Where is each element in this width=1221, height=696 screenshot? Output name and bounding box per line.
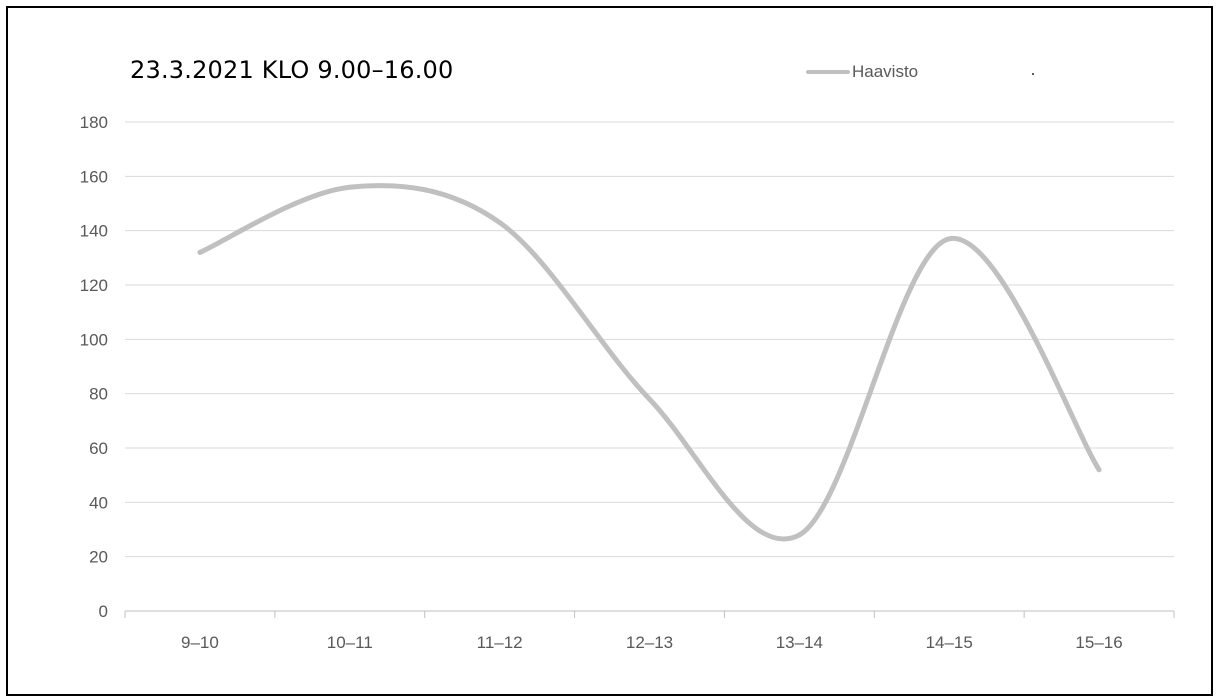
x-tick-label-15–16: 15–16 xyxy=(1075,633,1122,652)
data-point-11–12 xyxy=(497,220,503,226)
y-tick-label-80: 80 xyxy=(89,385,108,404)
data-point-15–16 xyxy=(1096,467,1102,473)
label-layer: 0 20 40 60 80 100 120 140 160 180 9–10 10–11 11–12 12… xyxy=(80,113,1123,652)
legend: Haavisto xyxy=(806,62,918,82)
plot-area: 0 20 40 60 80 100 120 140 160 180 9–10 10–11 11–12 12… xyxy=(80,113,1175,652)
data-point-12–13 xyxy=(647,396,652,402)
y-tick-label-180: 180 xyxy=(80,113,108,132)
y-tick-label-0: 0 xyxy=(99,602,108,621)
data-point-10–11 xyxy=(347,184,353,190)
legend-dot-mark xyxy=(1032,73,1034,75)
data-point-14–15 xyxy=(946,236,952,242)
x-tick-label-9–10: 9–10 xyxy=(181,633,219,652)
y-tick-label-140: 140 xyxy=(80,222,108,241)
series-line-Haavisto xyxy=(197,183,1102,542)
x-tick-label-14–15: 14–15 xyxy=(926,633,973,652)
legend-line-swatch xyxy=(806,70,850,74)
x-tick-label-13–14: 13–14 xyxy=(776,633,823,652)
x-tick-label-11–12: 11–12 xyxy=(477,633,523,652)
series-layer xyxy=(197,183,1102,542)
axis-layer xyxy=(124,610,1175,618)
y-tick-label-120: 120 xyxy=(80,276,108,295)
y-tick-label-20: 20 xyxy=(89,548,108,567)
grid-layer xyxy=(125,121,1174,558)
legend-label: Haavisto xyxy=(852,62,919,81)
y-tick-label-40: 40 xyxy=(89,493,108,512)
data-point-13–14 xyxy=(796,532,802,538)
y-tick-label-160: 160 xyxy=(80,167,108,186)
chart-title: 23.3.2021 KLO 9.00–16.00 xyxy=(130,56,454,84)
x-tick-label-12–13: 12–13 xyxy=(626,633,673,652)
y-tick-label-60: 60 xyxy=(89,439,108,458)
y-tick-label-100: 100 xyxy=(80,330,108,349)
data-point-9–10 xyxy=(197,249,203,255)
x-tick-label-10–11: 10–11 xyxy=(327,633,373,652)
